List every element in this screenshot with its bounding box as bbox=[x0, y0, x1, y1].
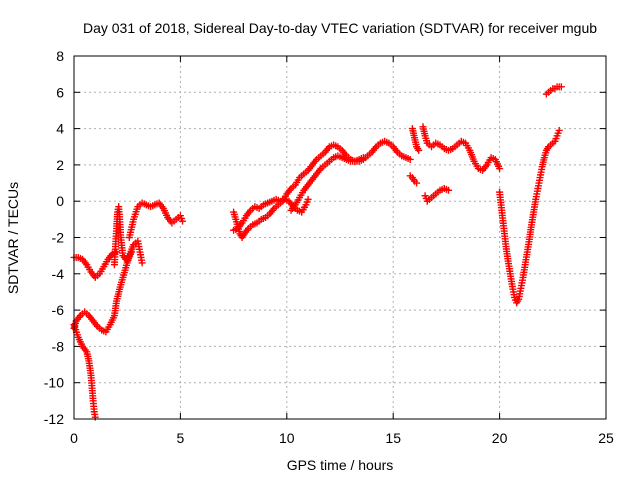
data-point bbox=[359, 154, 367, 162]
data-point bbox=[557, 83, 565, 91]
y-tick-label: -12 bbox=[44, 411, 64, 427]
y-tick-label: 6 bbox=[56, 84, 64, 100]
y-tick-label: 4 bbox=[56, 121, 64, 137]
grid bbox=[74, 56, 606, 419]
axes: 0 5 10 15 20 25 -12 -10 -8 -6 -4 -2 0 2 4 6 8 bbox=[44, 48, 614, 446]
y-tick-label: 0 bbox=[56, 193, 64, 209]
y-tick-label: -2 bbox=[52, 230, 65, 246]
data-point bbox=[406, 155, 414, 163]
y-tick-label: -8 bbox=[52, 338, 65, 354]
data-point bbox=[445, 186, 453, 194]
x-tick-label: 25 bbox=[598, 430, 614, 446]
y-tick-label: 2 bbox=[56, 157, 64, 173]
data-point bbox=[138, 259, 146, 267]
y-tick-label: -4 bbox=[52, 266, 65, 282]
data-point bbox=[127, 248, 135, 256]
data-point bbox=[415, 146, 423, 154]
x-tick-label: 5 bbox=[177, 430, 185, 446]
data-points bbox=[70, 83, 565, 421]
data-point bbox=[91, 413, 99, 421]
x-tick-label: 10 bbox=[279, 430, 295, 446]
x-axis-label: GPS time / hours bbox=[287, 457, 394, 473]
x-tick-label: 0 bbox=[70, 430, 78, 446]
chart-title: Day 031 of 2018, Sidereal Day-to-day VTE… bbox=[83, 20, 597, 36]
y-tick-label: -10 bbox=[44, 375, 64, 391]
y-axis-label: SDTVAR / TECUs bbox=[5, 182, 21, 294]
data-point bbox=[496, 165, 504, 173]
y-tick-label: 8 bbox=[56, 48, 64, 64]
data-point bbox=[179, 217, 187, 225]
data-point bbox=[413, 179, 421, 187]
x-tick-label: 20 bbox=[492, 430, 508, 446]
data-point bbox=[304, 195, 312, 203]
y-tick-label: -6 bbox=[52, 302, 65, 318]
x-tick-label: 15 bbox=[385, 430, 401, 446]
data-point bbox=[555, 126, 563, 134]
